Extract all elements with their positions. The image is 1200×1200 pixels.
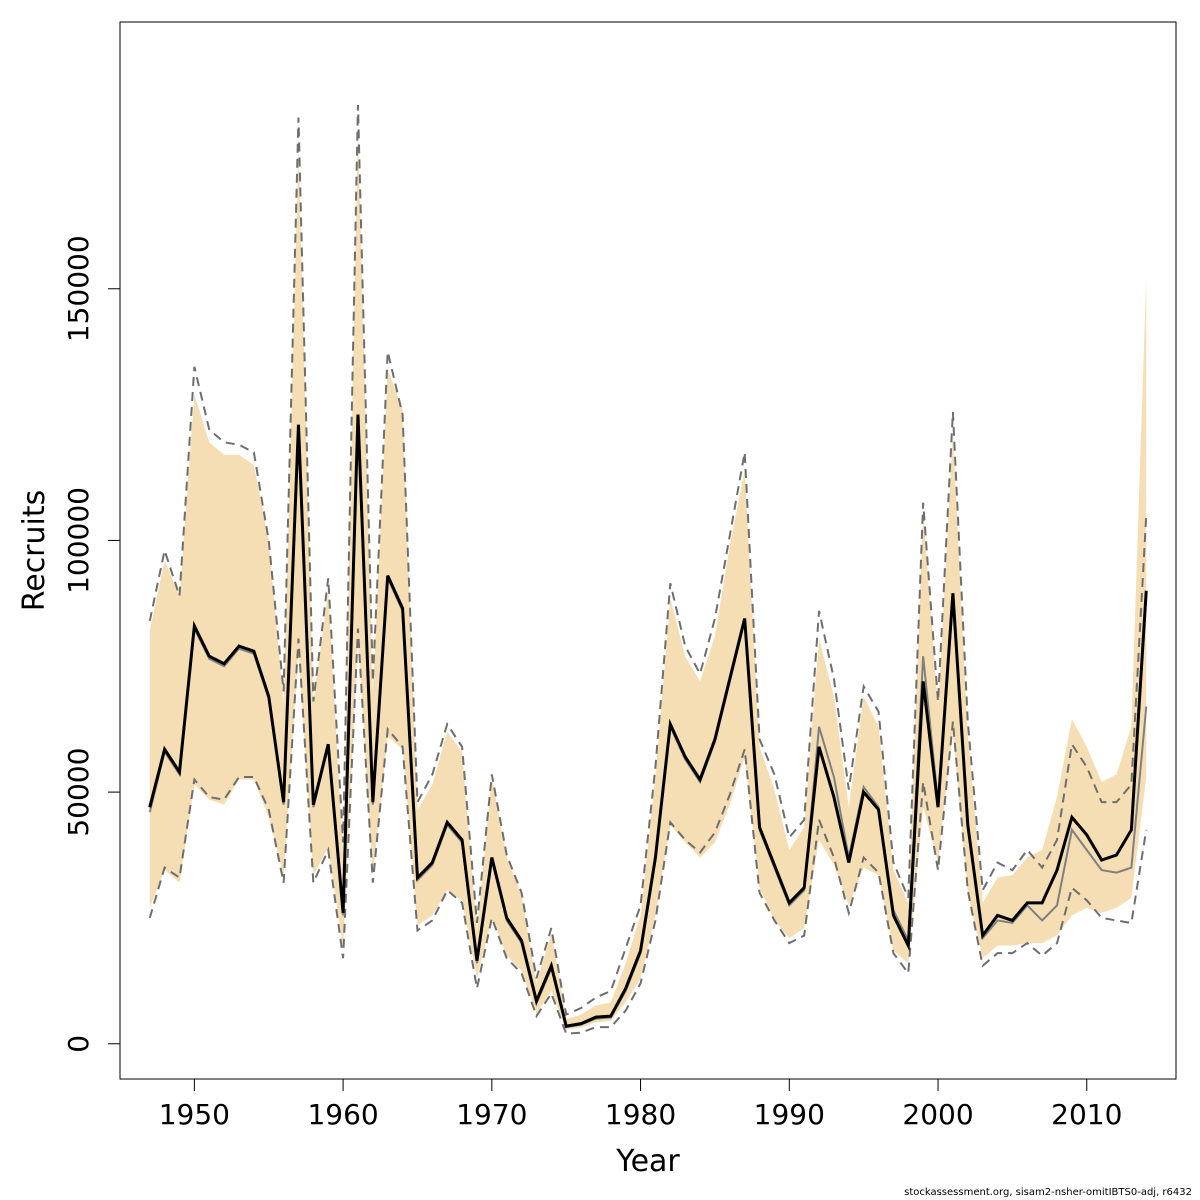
x-tick-label: 1980 [605,1098,676,1131]
confidence-band-layer [149,127,1147,1030]
y-tick-label: 50000 [62,748,95,837]
footer-credit: stockassessment.org, sisam2-nsher-omitIB… [904,1187,1192,1198]
lower-bound-line [148,628,1148,1035]
x-axis-title: Year [615,1144,680,1179]
series-lines-layer [148,105,1148,1035]
x-tick-label: 2010 [1051,1098,1122,1131]
x-tick-label: 1970 [456,1098,527,1131]
plot-frame [119,21,1177,1080]
x-tick-label: 1960 [307,1098,378,1131]
y-tick-label: 150000 [62,235,95,342]
x-tick-label: 2000 [902,1098,973,1131]
x-tick-label: 1950 [159,1098,230,1131]
y-tick-label: 100000 [62,487,95,594]
x-tick-label: 1990 [754,1098,825,1131]
estimate-line [148,414,1148,1028]
confidence-band [149,127,1147,1030]
y-axis-title: Recruits [17,490,52,612]
upper-bound-line [148,105,1148,1017]
y-tick-label: 0 [62,1035,95,1053]
y-axis: 0 50000 100000 150000 [62,235,120,1053]
x-axis: 1950 1960 1970 1980 1990 2000 2010 [159,1079,1122,1131]
